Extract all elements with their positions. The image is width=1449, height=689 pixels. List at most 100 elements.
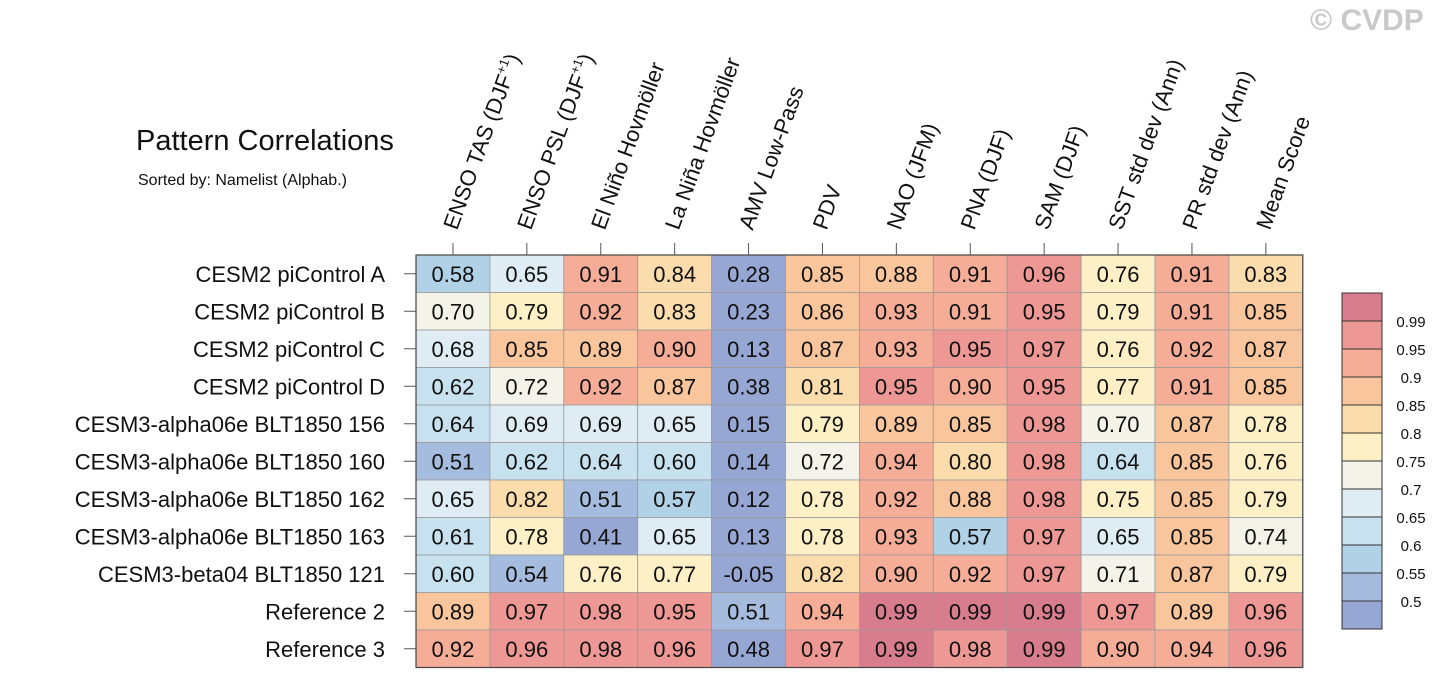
cell-value: 0.12 (727, 487, 770, 512)
cell-value: 0.90 (1097, 637, 1140, 662)
row-label: CESM2 piControl A (195, 262, 385, 287)
column-label: ENSO TAS (DJF+1) (437, 50, 525, 233)
heatmap-cell (1154, 479, 1230, 518)
cell-value: 0.96 (653, 637, 696, 662)
cell-value: 0.88 (875, 262, 918, 287)
heatmap-cell (785, 629, 860, 668)
heatmap-cell (785, 292, 860, 331)
heatmap-cell (711, 367, 786, 406)
cell-value: 0.90 (949, 374, 992, 399)
heatmap-cell (859, 592, 934, 631)
heatmap-cell (859, 292, 934, 331)
cell-value: 0.79 (1244, 487, 1287, 512)
cell-value: 0.97 (505, 599, 548, 624)
cell-value: 0.98 (579, 599, 622, 624)
cell-value: 0.87 (1171, 562, 1214, 587)
cell-value: 0.83 (1244, 262, 1287, 287)
cell-value: 0.85 (949, 412, 992, 437)
cell-value: 0.92 (875, 487, 918, 512)
heatmap-cell (563, 554, 639, 593)
heatmap-cell (1154, 592, 1230, 631)
row-label: Reference 3 (265, 637, 385, 662)
cell-value: 0.95 (653, 599, 696, 624)
heatmap-cell (1228, 517, 1304, 556)
heatmap-cell (1006, 329, 1082, 368)
cell-value: 0.93 (875, 299, 918, 324)
colorbar-swatch (1342, 293, 1382, 321)
cell-value: 0.89 (875, 412, 918, 437)
cell-value: 0.91 (949, 262, 992, 287)
cell-value: 0.76 (1097, 262, 1140, 287)
heatmap-cell (785, 517, 860, 556)
heatmap-cell (1080, 479, 1156, 518)
cell-value: 0.77 (653, 562, 696, 587)
cell-value: 0.89 (432, 599, 475, 624)
cell-value: 0.85 (1244, 299, 1287, 324)
cell-value: 0.98 (1023, 412, 1066, 437)
heatmap-cell (1006, 592, 1082, 631)
heatmap-cell (1228, 629, 1304, 668)
cell-value: 0.28 (727, 262, 770, 287)
cell-value: 0.69 (579, 412, 622, 437)
cell-value: 0.65 (505, 262, 548, 287)
cell-value: 0.82 (505, 487, 548, 512)
cell-value: 0.96 (1244, 599, 1287, 624)
cell-value: 0.57 (949, 524, 992, 549)
heatmap-cell (1228, 479, 1304, 518)
cell-value: 0.78 (1244, 412, 1287, 437)
heatmap-cell (489, 629, 565, 668)
cell-value: 0.94 (801, 599, 844, 624)
heatmap-cell (1154, 554, 1230, 593)
heatmap-cell (1080, 554, 1156, 593)
cell-value: 0.95 (1023, 374, 1066, 399)
cell-value: 0.65 (432, 487, 475, 512)
cell-value: 0.65 (653, 412, 696, 437)
heatmap-cell (563, 592, 639, 631)
cell-value: 0.91 (949, 299, 992, 324)
cell-value: 0.87 (1244, 337, 1287, 362)
cell-value: 0.92 (579, 374, 622, 399)
heatmap-cell (932, 517, 1008, 556)
cell-value: 0.72 (505, 374, 548, 399)
cell-value: 0.89 (1171, 599, 1214, 624)
heatmap-cell (932, 592, 1008, 631)
heatmap-cell (1228, 404, 1304, 443)
heatmap-cell (489, 592, 565, 631)
column-label: PDV (808, 181, 847, 232)
cell-value: 0.69 (505, 412, 548, 437)
cell-value: 0.90 (875, 562, 918, 587)
cell-value: 0.23 (727, 299, 770, 324)
heatmap-cell (785, 479, 860, 518)
heatmap-cell (637, 517, 713, 556)
colorbar-swatch (1342, 405, 1382, 433)
column-label: PNA (DJF) (955, 125, 1014, 232)
colorbar-swatch (1342, 321, 1382, 349)
column-label: NAO (JFM) (882, 120, 944, 233)
row-label: CESM2 piControl B (194, 299, 385, 324)
heatmap-cell (932, 404, 1008, 443)
heatmap-cell (1080, 629, 1156, 668)
cell-value: 0.14 (727, 449, 770, 474)
row-label: CESM3-alpha06e BLT1850 160 (75, 449, 385, 474)
chart-subtitle: Sorted by: Namelist (Alphab.) (138, 172, 347, 189)
cell-value: 0.85 (1171, 487, 1214, 512)
colorbar-label: 0.5 (1401, 594, 1422, 611)
colorbar-swatch (1342, 433, 1382, 461)
heatmap-cell (711, 554, 786, 593)
cell-value: 0.72 (801, 449, 844, 474)
cell-value: 0.64 (1097, 449, 1140, 474)
cell-value: 0.84 (653, 262, 696, 287)
heatmap-cell (1154, 292, 1230, 331)
column-label: PR std dev (Ann) (1177, 67, 1258, 233)
heatmap-cell (1080, 329, 1156, 368)
colorbar-label: 0.8 (1401, 426, 1422, 443)
cell-value: 0.58 (432, 262, 475, 287)
cell-value: -0.05 (723, 562, 773, 587)
colorbar-swatch (1342, 601, 1382, 629)
heatmap-cell (1006, 629, 1082, 668)
cell-value: 0.70 (432, 299, 475, 324)
heatmap-cell (1154, 404, 1230, 443)
cell-value: 0.98 (1023, 487, 1066, 512)
cell-value: 0.98 (1023, 449, 1066, 474)
cell-value: 0.91 (579, 262, 622, 287)
